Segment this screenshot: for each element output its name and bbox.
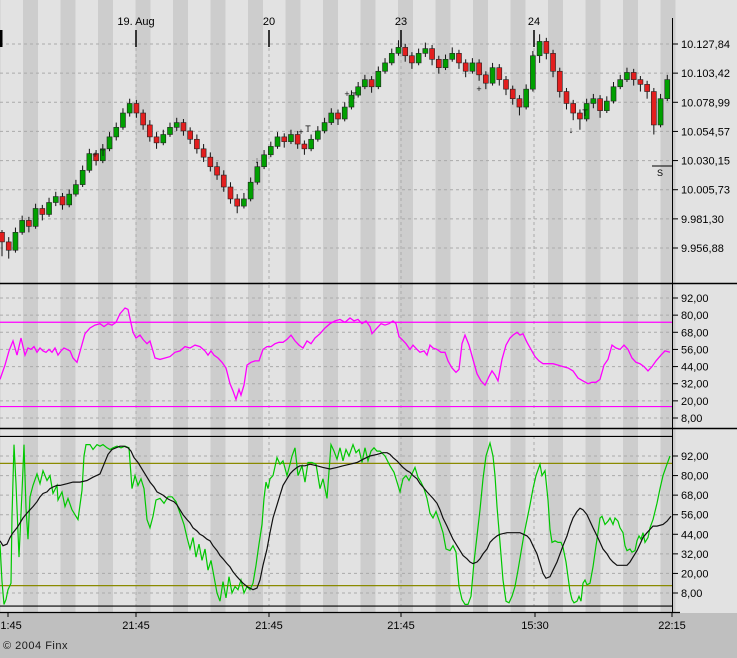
y-axis-tick-label: 80,00 [681, 471, 709, 483]
y-axis-tick-label: 20,00 [681, 568, 709, 580]
copyright-label: © 2004 Finx [3, 640, 68, 652]
gridlines [0, 43, 672, 606]
y-axis-tick-label: 8,00 [681, 413, 702, 425]
day-label: 19. Aug [117, 16, 154, 28]
y-axis-tick-label: 56,00 [681, 510, 709, 522]
day-label: 24 [528, 16, 540, 28]
trade-marker-glyph: T [305, 124, 311, 134]
trade-marker-glyph: T [100, 148, 106, 158]
y-axis-tick-label: 10.054,57 [681, 126, 730, 138]
trade-marker-glyph: T [351, 91, 357, 101]
candlestick-series [0, 34, 671, 259]
y-axis-tick-label: 10.005,73 [681, 185, 730, 197]
y-axis-tick-label: 44,00 [681, 362, 709, 374]
trade-marker-glyph: + [476, 84, 481, 94]
trade-markers: +T↓+T+T+↓T [92, 84, 588, 165]
y-axis-tick-label: 9.956,88 [681, 243, 724, 255]
y-axis: 10.127,84 10.103,42 10.078,99 10.054,57 10.0… [672, 18, 730, 612]
bottom-margin [0, 613, 737, 658]
time-label: 15:30 [521, 620, 549, 632]
y-axis-tick-label: 92,00 [681, 451, 709, 463]
oscillator1-plot[interactable] [0, 285, 672, 428]
rsi-line [0, 307, 671, 402]
y-axis-tick-label: 56,00 [681, 344, 709, 356]
stop-order-marker[interactable]: S [652, 165, 672, 178]
session-stripes [0, 0, 676, 612]
y-axis-tick-label: 68,00 [681, 490, 709, 502]
trade-marker-glyph: ↓ [569, 125, 574, 135]
y-axis-tick-label: 10.078,99 [681, 97, 730, 109]
time-label: 21:45 [255, 620, 283, 632]
y-axis-tick-label: 80,00 [681, 310, 709, 322]
y-axis-tick-label: 10.127,84 [681, 39, 730, 51]
y-axis-tick-label: 44,00 [681, 529, 709, 541]
y-axis-tick-label: 9.981,30 [681, 214, 724, 226]
time-label: 21:45 [0, 620, 22, 632]
stoch-percent-k-line [0, 440, 671, 606]
y-axis-tick-label: 10.103,42 [681, 68, 730, 80]
time-label: 21:45 [387, 620, 415, 632]
price-panel-plot[interactable] [0, 0, 672, 283]
y-axis-tick-label: 32,00 [681, 379, 709, 391]
x-axis: 21:45 21:45 21:45 21:45 15:30 22:15 [0, 611, 686, 632]
day-label: 20 [263, 16, 275, 28]
trade-marker-glyph: ↓ [255, 155, 260, 165]
y-axis-tick-label: 10.030,15 [681, 156, 730, 168]
time-label: 22:15 [658, 620, 686, 632]
trade-marker-glyph: T [582, 108, 588, 118]
s-marker-label: S [657, 168, 663, 178]
trade-marker-glyph: + [92, 150, 97, 160]
time-label: 21:45 [122, 620, 150, 632]
day-label: 23 [395, 16, 407, 28]
trade-marker-glyph: + [298, 127, 303, 137]
y-axis-tick-label: 32,00 [681, 549, 709, 561]
y-axis-tick-label: 20,00 [681, 396, 709, 408]
y-axis-tick-label: 8,00 [681, 588, 702, 600]
stoch-percent-d-line [0, 445, 672, 591]
y-axis-tick-label: 68,00 [681, 327, 709, 339]
x-axis-top-labels: 19. Aug 20 23 24 [0, 16, 540, 47]
trade-marker-glyph: + [344, 89, 349, 99]
oscillator2-plot[interactable] [0, 436, 672, 606]
y-axis-tick-label: 92,00 [681, 293, 709, 305]
